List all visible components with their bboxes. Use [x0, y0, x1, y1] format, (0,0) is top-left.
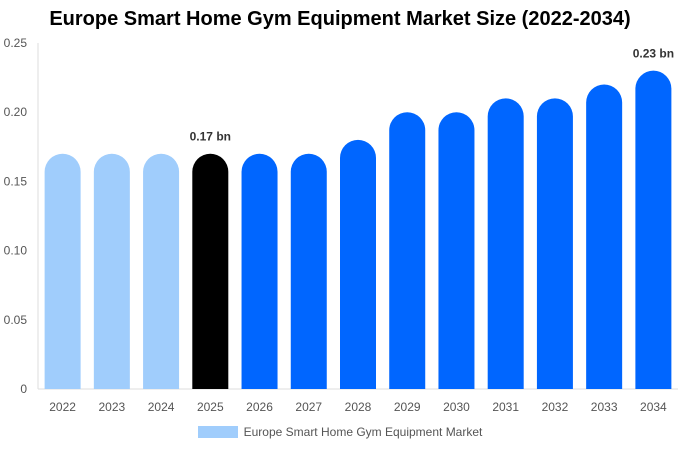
y-tick-label: 0.25	[4, 36, 28, 50]
data-label: 0.23 bn	[633, 47, 674, 61]
x-tick-label: 2030	[443, 400, 470, 414]
legend: Europe Smart Home Gym Equipment Market	[0, 425, 680, 439]
y-tick-label: 0.20	[4, 105, 28, 119]
chart-title: Europe Smart Home Gym Equipment Market S…	[49, 8, 631, 30]
bar-2023	[93, 153, 130, 389]
y-tick-label: 0.05	[4, 313, 28, 327]
bar-2022	[44, 153, 81, 389]
x-tick-label: 2024	[148, 400, 175, 414]
bar-2033	[586, 84, 623, 390]
x-tick-label: 2029	[394, 400, 421, 414]
bar-2032	[536, 98, 573, 390]
bar-2027	[290, 153, 327, 389]
legend-label: Europe Smart Home Gym Equipment Market	[243, 425, 483, 439]
y-tick-label: 0	[20, 382, 27, 396]
x-tick-label: 2033	[591, 400, 618, 414]
bar-2028	[340, 139, 376, 389]
data-label: 0.17 bn	[190, 130, 231, 144]
x-tick-label: 2034	[640, 400, 667, 414]
x-tick-label: 2022	[49, 400, 76, 414]
x-tick-label: 2023	[98, 400, 125, 414]
x-tick-label: 2026	[246, 400, 273, 414]
x-tick-label: 2025	[197, 400, 224, 414]
x-tick-label: 2032	[542, 400, 569, 414]
bar-2025	[192, 153, 229, 389]
legend-swatch	[197, 426, 238, 438]
bar-2030	[438, 112, 475, 389]
x-tick-label: 2027	[295, 400, 322, 414]
x-tick-label: 2031	[492, 400, 519, 414]
bar-2031	[487, 98, 524, 390]
y-tick-label: 0.10	[4, 244, 28, 258]
x-tick-label: 2028	[345, 400, 372, 414]
bar-2024	[143, 153, 180, 389]
bar-2029	[389, 112, 426, 389]
bar-2026	[241, 153, 278, 389]
y-tick-label: 0.15	[4, 174, 28, 188]
bar-2034	[635, 70, 672, 390]
